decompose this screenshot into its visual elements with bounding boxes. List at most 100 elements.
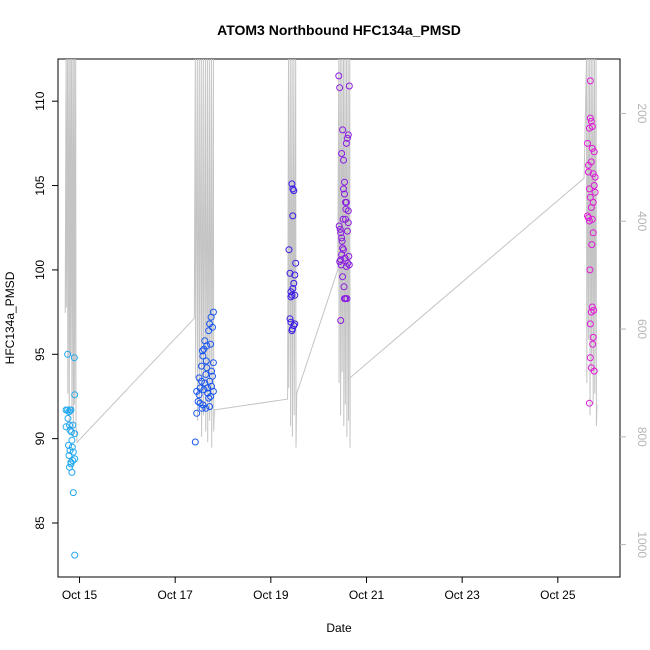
y-tick-label: 110 [33,91,47,110]
data-point [288,327,296,335]
x-tick-label: Oct 23 [444,588,480,602]
data-point [584,168,592,176]
data-point [337,261,345,269]
data-point [587,158,595,166]
data-point [343,295,351,303]
data-point [198,362,205,370]
data-point [207,340,215,348]
data-point [64,406,72,414]
data-point [344,131,352,139]
data-point [209,308,217,316]
right-tick-label: 600 [635,319,649,339]
data-point [344,219,352,227]
data-point [586,354,594,362]
data-point [69,457,77,465]
data-point [287,293,295,301]
data-point [339,215,347,223]
data-point [337,256,345,264]
data-point [586,114,594,122]
data-point [345,252,353,260]
data-point [209,359,217,367]
right-axis: 200 400 600 800 1000 [620,103,649,558]
x-tick-label: Oct 21 [349,588,385,602]
data-point [198,347,206,355]
data-point [62,423,70,431]
data-point [203,342,211,350]
data-point [338,251,346,259]
data-point [588,144,596,152]
data-point [343,227,351,235]
data-point [65,408,73,416]
data-point [69,421,77,429]
data-point [209,387,217,395]
data-point [588,241,596,249]
data-point [290,187,298,195]
data-point [344,207,352,215]
data-point [71,455,79,463]
data-point [590,306,598,314]
data-point [286,315,294,323]
data-point [587,117,595,125]
data-point [342,198,349,206]
data-point [64,350,72,358]
data-point [65,452,73,459]
data-point [66,426,74,434]
data-point [341,190,348,198]
data-point [290,279,298,287]
data-point [589,229,597,237]
data-point [67,428,75,436]
data-point [204,384,212,392]
x-axis: Oct 15 Oct 17 Oct 19 Oct 21 Oct 23 Oct 25 [62,577,576,602]
data-point [586,320,594,328]
data-point [292,259,300,267]
x-tick-label: Oct 25 [540,588,576,602]
data-point [342,139,350,147]
right-tick-label: 400 [635,211,649,231]
data-point [344,259,352,267]
data-point [586,193,594,201]
data-point [586,266,594,274]
data-point [341,295,348,303]
data-point [68,443,76,451]
data-point [288,180,296,188]
data-point [291,320,299,328]
data-point [338,234,346,242]
data-point [206,403,214,411]
data-point [289,185,297,193]
y-axis: 85 90 95 100 105 110 [33,91,58,530]
data-point [343,134,351,142]
data-point [69,448,77,456]
data-point [68,436,76,444]
data-point [338,237,346,245]
data-point [209,323,216,331]
data-point [584,139,591,147]
data-point [587,364,595,372]
data-point [335,222,343,230]
data-point [584,212,591,220]
data-point [589,198,597,206]
data-point [340,156,347,164]
data-point [71,430,79,438]
data-point [202,357,210,365]
data-point [288,291,296,299]
x-tick-label: Oct 17 [158,588,194,602]
x-tick-label: Oct 19 [253,588,289,602]
data-point [337,229,345,237]
data-point [340,185,347,193]
data-point [285,246,293,254]
data-point [71,391,79,399]
data-point [590,148,598,156]
data-point [336,258,344,265]
data-point [206,377,214,385]
data-point [339,126,347,134]
data-point [336,84,344,92]
data-point [588,303,596,311]
data-point [201,379,209,387]
data-point [588,123,596,130]
right-tick-label: 800 [635,427,649,447]
data-point [591,173,599,181]
right-tick-label: 1000 [635,531,649,558]
data-point [286,269,294,277]
data-point [338,150,346,157]
data-point [195,374,203,382]
